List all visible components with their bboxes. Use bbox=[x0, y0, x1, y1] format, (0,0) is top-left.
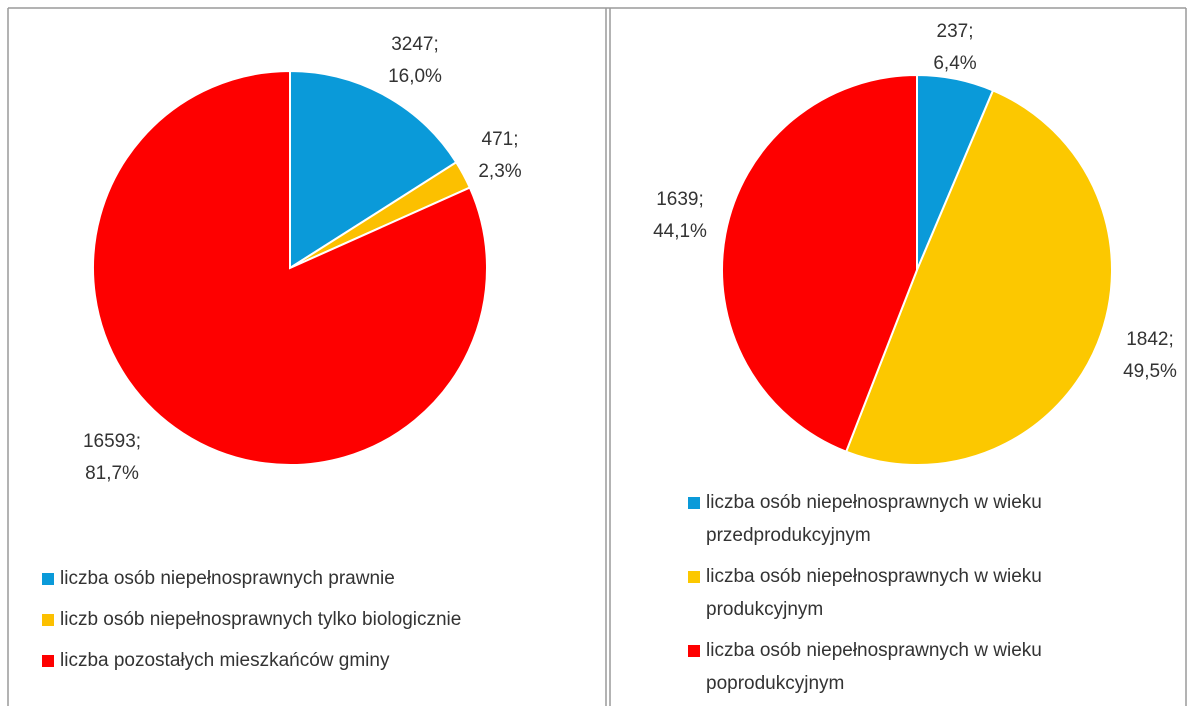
data-label: 49,5% bbox=[1123, 361, 1177, 382]
legend-label: liczba pozostałych mieszkańców gminy bbox=[60, 650, 390, 671]
pie-slice bbox=[721, 73, 918, 453]
legend-swatch bbox=[42, 614, 54, 626]
legend-swatch bbox=[42, 573, 54, 585]
legend-item: liczba osób niepełnosprawnych prawnie bbox=[42, 562, 602, 595]
data-label: 44,1% bbox=[653, 221, 707, 242]
legend-swatch bbox=[688, 645, 700, 657]
legend-item: liczba pozostałych mieszkańców gminy bbox=[42, 644, 602, 677]
pie-slice bbox=[844, 89, 1114, 466]
legend-item: liczba osób niepełnosprawnych w wieku pr… bbox=[688, 486, 1133, 552]
legend-label: liczba osób niepełnosprawnych w wieku po… bbox=[706, 640, 1042, 694]
legend-item: liczb osób niepełnosprawnych tylko biolo… bbox=[42, 603, 602, 636]
data-label: 3247; bbox=[391, 34, 439, 55]
pie-slice bbox=[289, 69, 458, 270]
data-label: 81,7% bbox=[85, 463, 139, 484]
legend-label: liczba osób niepełnosprawnych prawnie bbox=[60, 568, 395, 589]
pie-slice bbox=[92, 69, 488, 466]
legend: liczba osób niepełnosprawnych w wieku pr… bbox=[688, 486, 1133, 708]
legend-item: liczba osób niepełnosprawnych w wieku pr… bbox=[688, 560, 1133, 626]
legend-swatch bbox=[688, 497, 700, 509]
data-label: 1842; bbox=[1126, 329, 1174, 350]
data-label: 2,3% bbox=[478, 161, 521, 182]
legend-item: liczba osób niepełnosprawnych w wieku po… bbox=[688, 634, 1133, 700]
data-label: 1639; bbox=[656, 189, 704, 210]
legend-swatch bbox=[688, 571, 700, 583]
data-label: 237; bbox=[937, 21, 974, 42]
legend-label: liczb osób niepełnosprawnych tylko biolo… bbox=[60, 609, 462, 630]
legend: liczba osób niepełnosprawnych prawnie lic… bbox=[42, 562, 602, 685]
data-label: 16,0% bbox=[388, 66, 442, 87]
legend-swatch bbox=[42, 655, 54, 667]
legend-label: liczba osób niepełnosprawnych w wieku pr… bbox=[706, 492, 1042, 546]
data-label: 16593; bbox=[83, 431, 141, 452]
legend-label: liczba osób niepełnosprawnych w wieku pr… bbox=[706, 566, 1042, 620]
data-label: 6,4% bbox=[933, 53, 976, 74]
data-label: 471; bbox=[482, 129, 519, 150]
